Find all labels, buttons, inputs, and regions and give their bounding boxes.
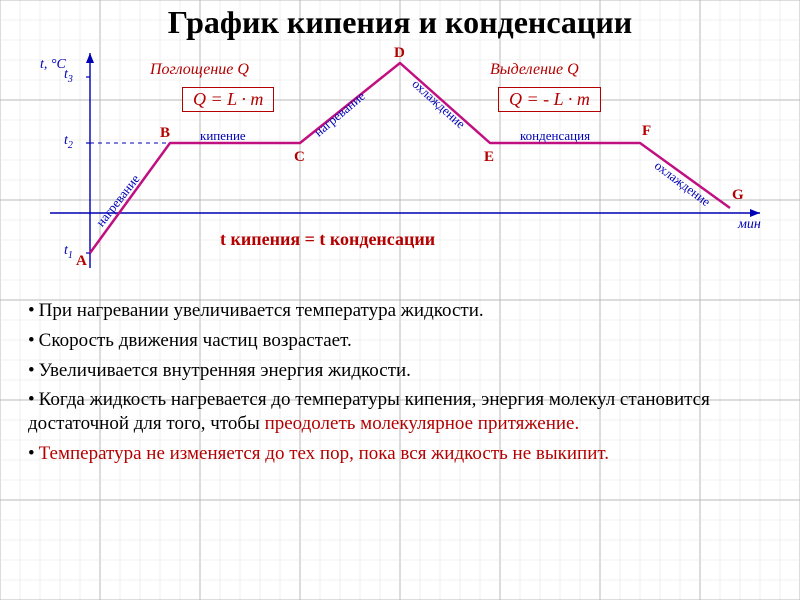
point-label-B: B	[160, 125, 170, 142]
point-label-D: D	[394, 45, 405, 62]
point-label-G: G	[732, 187, 744, 204]
header-right: Выделение Q	[490, 61, 579, 79]
segment-label-4: конденсация	[520, 128, 590, 144]
bullet-list: При нагревании увеличивается температура…	[20, 299, 780, 466]
phase-chart: t1t2t3t, °CминABCDEFGПоглощение QВыделен…	[20, 43, 780, 293]
bullet-1: Скорость движения частиц возрастает.	[28, 329, 780, 353]
formula-right: Q = - L · m	[498, 87, 601, 112]
point-label-C: C	[294, 149, 305, 166]
point-label-F: F	[642, 123, 651, 140]
x-axis-label: мин	[738, 217, 761, 233]
page-title: График кипения и конденсации	[20, 4, 780, 41]
y-tick-label: t1	[64, 243, 73, 261]
header-left: Поглощение Q	[150, 61, 249, 79]
y-axis-label: t, °C	[40, 57, 66, 73]
bullet-4: Температура не изменяется до тех пор, по…	[28, 442, 780, 466]
equality-statement: t кипения = t конденсации	[220, 229, 435, 250]
bullet-0: При нагревании увеличивается температура…	[28, 299, 780, 323]
bullet-3: Когда жидкость нагревается до температур…	[28, 388, 780, 436]
point-label-E: E	[484, 149, 494, 166]
formula-left: Q = L · m	[182, 87, 274, 112]
point-label-A: A	[76, 253, 87, 270]
y-tick-label: t2	[64, 133, 73, 151]
bullet-2: Увеличивается внутренняя энергия жидкост…	[28, 359, 780, 383]
segment-label-1: кипение	[200, 128, 246, 144]
